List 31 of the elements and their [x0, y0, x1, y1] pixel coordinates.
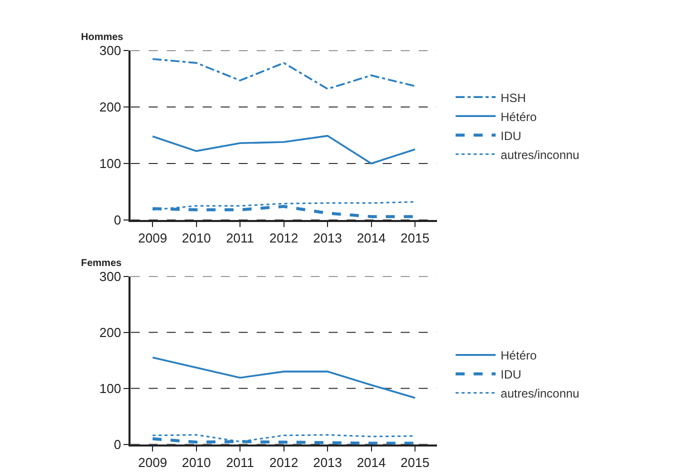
y-tick-label: 0: [114, 212, 122, 228]
x-tick-label: 2015: [400, 230, 430, 246]
x-tick-label: 2011: [226, 454, 254, 470]
legend-label: Hétéro: [500, 348, 537, 363]
x-tick-label: 2014: [356, 230, 386, 246]
legend-label: Hétéro: [500, 110, 537, 124]
chart-title: Hommes: [81, 32, 124, 43]
legend-label: autres/inconnu: [500, 386, 580, 401]
x-tick-label: 2010: [182, 454, 211, 470]
legend-label: IDU: [500, 368, 522, 382]
x-tick-label: 2012: [269, 454, 298, 470]
x-tick-label: 2009: [138, 230, 168, 246]
y-tick-label: 100: [99, 380, 122, 396]
legend-label: HSH: [500, 90, 526, 105]
chart-title: Femmes: [81, 258, 122, 269]
legend-label: autres/inconnu: [500, 148, 580, 162]
x-tick-label: 2010: [182, 230, 211, 246]
x-tick-label: 2014: [356, 454, 386, 470]
y-tick-label: 100: [99, 156, 122, 172]
x-tick-label: 2012: [269, 230, 298, 246]
y-tick-label: 300: [99, 268, 122, 284]
y-tick-label: 300: [99, 43, 122, 58]
x-tick-label: 2015: [400, 454, 430, 470]
y-tick-label: 0: [114, 436, 122, 452]
legend-label: IDU: [500, 128, 522, 143]
y-tick-label: 200: [99, 324, 122, 340]
x-tick-label: 2013: [313, 454, 342, 470]
x-tick-label: 2011: [226, 230, 254, 246]
x-tick-label: 2013: [313, 230, 342, 246]
y-tick-label: 200: [99, 100, 122, 115]
x-tick-label: 2009: [138, 454, 168, 470]
